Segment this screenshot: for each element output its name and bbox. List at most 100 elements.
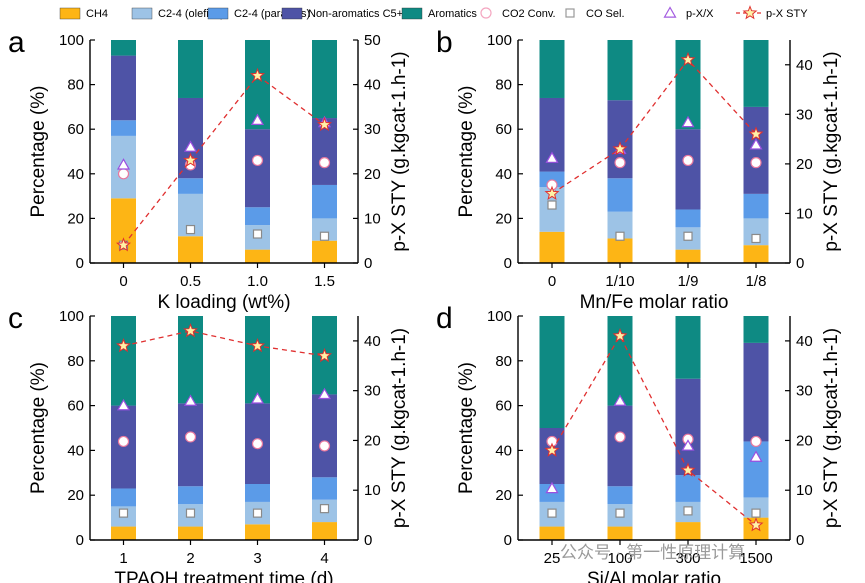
left-tick-label: 0	[504, 255, 512, 272]
legend-square-icon	[565, 8, 575, 18]
x-axis-title: K loading (wt%)	[157, 292, 290, 313]
bar-arom-3	[743, 316, 769, 343]
co2conv-point-1	[614, 431, 626, 443]
x-tick-label: 0	[119, 273, 127, 290]
left-tick-label: 20	[495, 210, 512, 227]
bar-nonarom-3	[312, 394, 337, 478]
legend-label: p-X STY	[766, 8, 808, 20]
legend-circle-icon	[480, 7, 492, 19]
bar-ch4-1	[178, 526, 203, 540]
pxsty-point-0	[115, 237, 132, 252]
left-tick-label: 20	[495, 487, 512, 504]
bar-ch4-3	[743, 245, 769, 263]
legend-swatch	[207, 7, 229, 20]
co2conv-point-3	[750, 157, 762, 169]
y2-axis-title: p-X STY (g.kgcat-1.h-1)	[821, 51, 842, 251]
pxsty-point-2	[680, 51, 696, 67]
left-tick-label: 80	[67, 77, 84, 94]
cosel-point-1	[185, 224, 196, 235]
right-tick-label: 30	[364, 121, 381, 138]
co2conv-point-3	[318, 157, 331, 169]
left-tick-label: 100	[59, 308, 84, 325]
y2-axis-title: p-X STY (g.kgcat-1.h-1)	[389, 51, 410, 251]
bar-c24p-0	[111, 120, 136, 136]
cosel-point-3	[319, 504, 330, 514]
legend-entry-ch4: CH4	[59, 7, 108, 20]
x-tick-label: 0	[548, 273, 556, 290]
co2conv-point-0	[117, 168, 130, 180]
pxsty-point-0	[544, 185, 560, 201]
chart-panel-d: 0 20 40 60 80 100 0 10 20 30 40 25 100 300 1500 Si/Al m…	[436, 302, 842, 583]
bar-ch4-0	[111, 198, 136, 263]
pxx-point-1	[183, 394, 198, 406]
right-tick-label: 0	[364, 532, 372, 549]
bar-ch4-1	[178, 236, 203, 263]
right-tick-label: 30	[364, 383, 381, 400]
x-tick-label: 100	[607, 550, 632, 567]
legend-label: CH4	[86, 8, 108, 20]
left-tick-label: 60	[67, 121, 84, 138]
bar-nonarom-3	[312, 118, 337, 185]
bar-c24p-2	[245, 207, 270, 226]
bar-nonarom-1	[178, 403, 203, 487]
pxsty-point-2	[249, 67, 266, 82]
left-tick-label: 60	[495, 398, 512, 415]
pxsty-point-1	[182, 322, 199, 338]
left-tick-label: 80	[495, 353, 512, 370]
cosel-point-1	[615, 231, 625, 241]
pxx-point-3	[317, 387, 332, 400]
left-tick-label: 20	[67, 487, 84, 504]
right-tick-label: 10	[796, 482, 813, 499]
left-tick-label: 0	[76, 532, 84, 549]
right-tick-label: 10	[364, 482, 381, 499]
pxx-point-2	[681, 439, 695, 451]
watermark-text: 公众号 · 第一性原理计算	[560, 543, 745, 562]
cosel-point-2	[683, 506, 693, 516]
bar-nonarom-2	[675, 378, 701, 476]
bar-nonarom-2	[245, 129, 270, 208]
right-tick-label: 50	[364, 32, 381, 49]
right-tick-label: 30	[796, 383, 813, 400]
x-tick-label: 0.5	[180, 273, 201, 290]
x-tick-label: 2	[186, 550, 194, 567]
co2conv-point-2	[251, 154, 264, 167]
pxsty-point-2	[680, 462, 696, 477]
bar-ch4-0	[539, 231, 565, 263]
legend-label: C2-4 (olefins)	[158, 8, 224, 20]
panel-letter: c	[8, 302, 23, 335]
y-axis-title: Percentage (%)	[456, 362, 477, 494]
pxsty-point-3	[748, 126, 764, 141]
x-tick-label: 25	[544, 550, 561, 567]
co2conv-point-3	[318, 440, 331, 452]
left-tick-label: 100	[487, 32, 512, 49]
pxx-point-2	[250, 392, 265, 404]
panel-letter: d	[436, 302, 453, 335]
bar-ch4-1	[607, 238, 633, 263]
cosel-point-3	[319, 231, 330, 241]
bar-arom-3	[312, 40, 337, 119]
x-tick-label: 1.5	[314, 273, 335, 290]
bar-c24o-3	[743, 497, 769, 518]
co2conv-point-0	[117, 435, 130, 448]
y2-axis-title: p-X STY (g.kgcat-1.h-1)	[389, 328, 410, 528]
x-tick-label: 1.0	[247, 273, 268, 290]
bar-ch4-0	[111, 526, 136, 540]
legend-label: CO Sel.	[586, 8, 625, 20]
left-tick-label: 0	[504, 532, 512, 549]
legend-entry-pxx: p-X/X	[663, 6, 714, 20]
chart-panel-a: 0 20 40 60 80 100 0 10 20 30 40 50 0 0.5 1.0 1.5 K loadi…	[8, 26, 410, 313]
left-tick-label: 40	[495, 442, 512, 459]
right-tick-label: 30	[796, 106, 813, 123]
cosel-point-3	[751, 508, 761, 518]
left-tick-label: 100	[487, 308, 512, 325]
bar-ch4-0	[539, 526, 565, 540]
cosel-point-0	[547, 508, 557, 518]
legend-swatch	[59, 7, 81, 20]
cosel-point-2	[252, 508, 263, 518]
pxsty-line	[551, 334, 757, 526]
bar-c24p-3	[743, 441, 769, 498]
legend-label: CO2 Conv.	[502, 8, 556, 20]
pxx-point-1	[183, 140, 198, 152]
bar-c24p-1	[178, 486, 203, 505]
